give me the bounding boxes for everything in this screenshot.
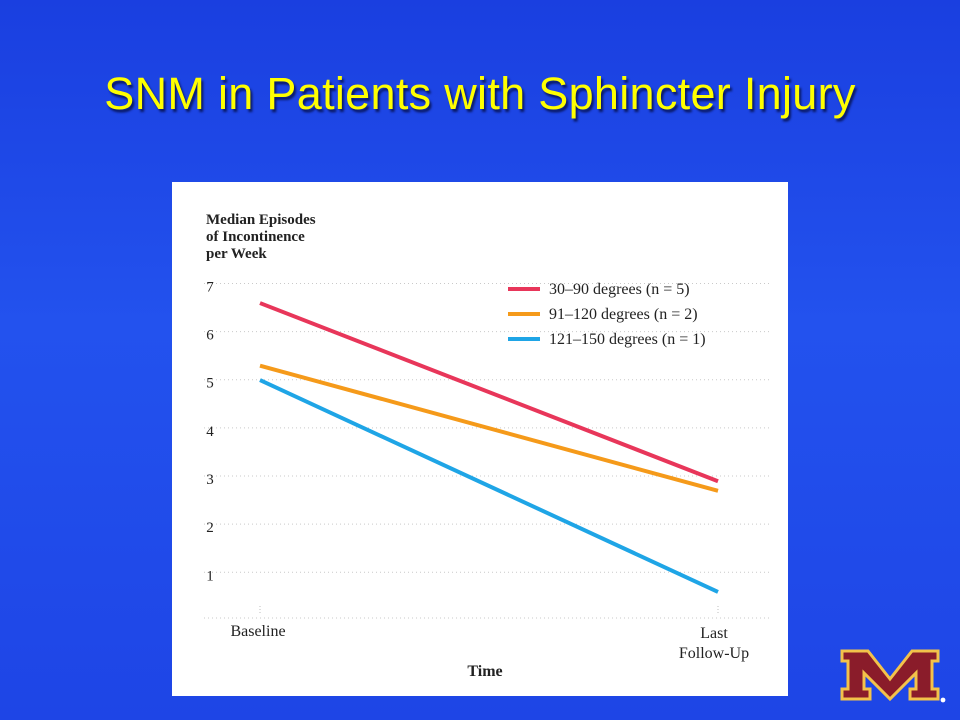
university-m-logo-icon	[840, 649, 946, 703]
y-axis-title-line: of Incontinence	[206, 229, 305, 245]
y-tick-label: 7	[206, 279, 214, 295]
y-tick-label: 5	[206, 376, 214, 392]
series-line	[259, 378, 719, 594]
y-tick-label: 2	[206, 520, 214, 536]
y-axis-title-line: Median Episodes	[206, 212, 316, 228]
y-tick-label: 1	[206, 568, 214, 584]
slide-title: SNM in Patients with Sphincter Injury	[104, 68, 856, 119]
y-tick-label: 3	[206, 472, 214, 488]
series-line	[259, 363, 719, 493]
x-tick-labels: Baseline Last Follow-Up	[230, 606, 749, 662]
x-tick-label: Baseline	[230, 623, 285, 640]
legend-label: 91–120 degrees (n = 2)	[549, 306, 698, 323]
legend: 30–90 degrees (n = 5) 91–120 degrees (n =…	[508, 281, 706, 348]
y-tick-labels: 1 2 3 4 5 6 7	[206, 279, 214, 584]
y-tick-label: 4	[206, 424, 214, 440]
x-axis-title: Time	[467, 663, 502, 680]
chart-panel: Median Episodes of Incontinence per Week 1…	[172, 182, 788, 696]
x-tick-label: Follow-Up	[679, 645, 749, 662]
y-axis-title-line: per Week	[206, 246, 267, 262]
series-lines	[259, 301, 719, 594]
y-tick-label: 6	[206, 328, 214, 344]
x-tick-label: Last	[700, 625, 728, 642]
legend-label: 121–150 degrees (n = 1)	[549, 331, 706, 348]
legend-label: 30–90 degrees (n = 5)	[549, 281, 690, 298]
series-line	[259, 301, 719, 484]
